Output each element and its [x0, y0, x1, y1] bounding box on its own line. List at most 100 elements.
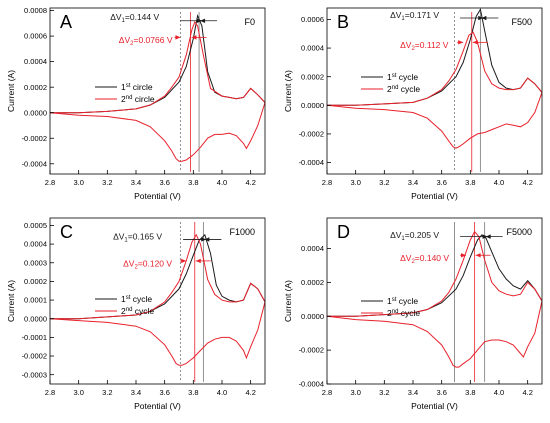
x-tick-label: 3.4	[408, 388, 418, 397]
series-line-3	[50, 102, 265, 162]
annotation-arrow-head	[200, 18, 206, 23]
plot-frame	[49, 7, 266, 175]
legend-label: 2nd cycle	[387, 84, 420, 94]
annotation-arrow-head	[475, 253, 481, 258]
annotation-arrow-head	[181, 258, 187, 264]
sample-label: F0	[244, 17, 255, 27]
y-axis-label: Current (A)	[283, 280, 293, 322]
legend-label: 1st cycle	[387, 72, 418, 82]
annotation-arrow-head	[478, 15, 484, 21]
delta-v-annotation: ΔV1=0.165 V	[113, 232, 162, 244]
x-tick-label: 4.2	[245, 178, 255, 187]
x-tick-label: 2.8	[322, 388, 332, 397]
x-tick-label: 3.8	[188, 388, 198, 397]
y-tick-label: -0.0004	[299, 158, 324, 167]
annotation-arrow-head	[481, 15, 487, 21]
legend-label: 2nd cycle	[121, 306, 154, 316]
y-tick-label: 0.0004	[24, 240, 47, 249]
x-tick-label: 3.0	[73, 178, 83, 187]
x-tick-label: 4.0	[217, 388, 227, 397]
x-tick-label: 4.0	[494, 178, 504, 187]
series-line-3	[327, 92, 542, 149]
y-tick-label: 0.0002	[24, 277, 47, 286]
y-tick-label: -0.0002	[22, 352, 47, 361]
y-tick-label: 0.0002	[24, 83, 47, 92]
plot-frame	[326, 7, 543, 175]
x-tick-label: 3.4	[408, 178, 418, 187]
annotation-arrow-head	[191, 35, 197, 40]
delta-v-annotation: ΔV2=0.0766 V	[119, 35, 173, 47]
x-tick-label: 4.2	[522, 178, 532, 187]
panel-letter: B	[337, 12, 349, 32]
annotation-arrow-head	[472, 40, 478, 45]
series-line-2	[50, 233, 265, 320]
y-tick-label: 0.0006	[24, 32, 47, 41]
y-tick-label: 0.0004	[301, 244, 324, 253]
y-tick-label: 0.0003	[24, 258, 47, 267]
x-tick-label: 4.2	[522, 388, 532, 397]
y-tick-label: -0.0002	[299, 346, 324, 355]
annotation-arrow-head	[485, 234, 491, 239]
delta-v-annotation: ΔV1=0.144 V	[110, 12, 159, 24]
x-tick-label: 3.2	[379, 178, 389, 187]
x-axis-label: Potential (V)	[134, 191, 181, 201]
y-tick-label: 0.0008	[24, 6, 47, 15]
legend-label: 2nd cycle	[387, 308, 420, 318]
sample-label: F5000	[506, 227, 532, 237]
y-tick-label: 0.0000	[24, 314, 47, 323]
x-tick-label: 4.0	[494, 388, 504, 397]
y-tick-label: 0.0002	[301, 278, 324, 287]
plot-frame	[49, 217, 266, 385]
chart-panel-d: 2.8 3.0 3.2 3.4 3.6 3.8 4.0 4.2 -0.0004 -0.0002 0.…	[283, 217, 543, 411]
series-line-1	[327, 234, 542, 317]
annotation-arrow-head	[201, 237, 207, 242]
x-tick-label: 3.2	[102, 178, 112, 187]
x-tick-label: 3.2	[102, 388, 112, 397]
x-tick-label: 3.8	[188, 178, 198, 187]
delta-v-annotation: ΔV2=0.112 V	[400, 40, 449, 52]
x-tick-label: 3.6	[436, 178, 446, 187]
x-tick-label: 3.6	[159, 178, 169, 187]
sample-label: F500	[511, 17, 532, 27]
x-tick-label: 2.8	[45, 388, 55, 397]
y-tick-label: -0.0002	[299, 130, 324, 139]
delta-v-annotation: ΔV1=0.205 V	[390, 230, 439, 242]
x-tick-label: 3.4	[131, 388, 141, 397]
y-tick-label: 0.0004	[24, 57, 47, 66]
y-tick-label: 0.0001	[24, 296, 47, 305]
delta-v-annotation: ΔV1=0.171 V	[390, 10, 439, 22]
legend-label: 1st cycle	[387, 296, 418, 306]
y-tick-label: -0.0002	[22, 134, 47, 143]
series-line-3	[50, 301, 265, 366]
x-tick-label: 3.0	[73, 388, 83, 397]
x-axis-label: Potential (V)	[134, 401, 181, 411]
series-line-1	[327, 8, 542, 106]
plot-frame	[326, 217, 543, 385]
x-tick-label: 3.0	[350, 388, 360, 397]
series-line-2	[327, 31, 542, 106]
series-line-2	[50, 20, 265, 114]
annotation-arrow-head	[204, 237, 210, 242]
series-group	[50, 233, 265, 366]
y-tick-label: 0.0000	[301, 101, 324, 110]
y-axis-label: Current (A)	[283, 70, 293, 112]
chart-panel-b: 2.8 3.0 3.2 3.4 3.6 3.8 4.0 4.2 -0.0004 -0.0002 0.…	[283, 7, 543, 201]
y-tick-label: 0.0004	[301, 44, 324, 53]
panel-letter: C	[60, 222, 73, 242]
x-tick-label: 2.8	[322, 178, 332, 187]
x-tick-label: 3.6	[159, 388, 169, 397]
panel-letter: A	[60, 12, 72, 32]
y-tick-label: 0.0006	[301, 15, 324, 24]
y-tick-label: -0.0004	[22, 159, 47, 168]
y-axis-label: Current (A)	[6, 280, 16, 322]
x-tick-label: 3.8	[465, 388, 475, 397]
x-axis-label: Potential (V)	[411, 401, 458, 411]
delta-v-annotation: ΔV2=0.140 V	[400, 253, 449, 265]
legend-label: 1st cycle	[121, 294, 152, 304]
series-line-2	[327, 230, 542, 317]
y-tick-label: -0.0003	[22, 370, 47, 379]
annotation-arrow-head	[196, 18, 202, 23]
x-tick-label: 3.2	[379, 388, 389, 397]
annotation-arrow-head	[175, 35, 181, 40]
